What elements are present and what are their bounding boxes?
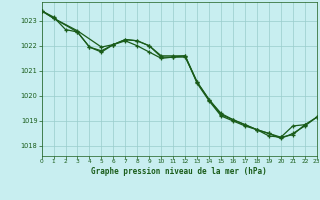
X-axis label: Graphe pression niveau de la mer (hPa): Graphe pression niveau de la mer (hPa): [91, 167, 267, 176]
